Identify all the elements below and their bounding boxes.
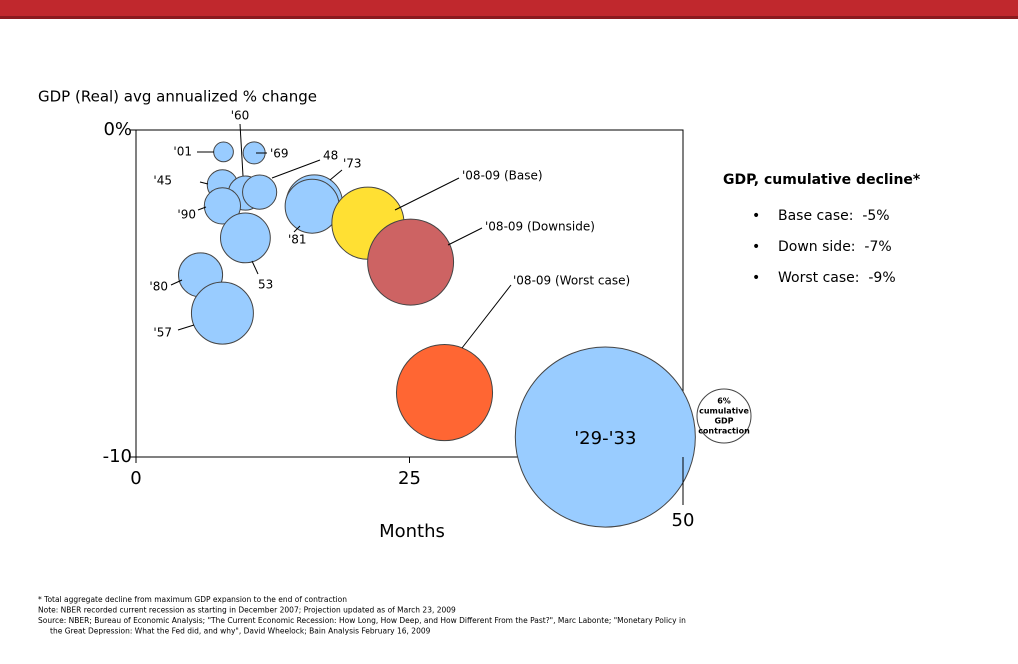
note: Note: NBER recorded current recession as…: [38, 606, 456, 615]
x-tick-label: 25: [398, 468, 421, 489]
bubble-label: '81: [288, 233, 307, 247]
header-line: [0, 16, 1018, 19]
leader-line: [461, 284, 512, 349]
x-axis-label: Months: [379, 521, 445, 542]
leader-line: [447, 227, 483, 246]
bubble-label: '29-'33: [574, 428, 636, 449]
leader-line: [197, 206, 207, 211]
bubble-label: '69: [270, 147, 289, 161]
header-bar: [0, 0, 1018, 16]
size-legend-text: 6%: [717, 397, 731, 406]
bubble-label: '08-09 (Downside): [485, 220, 595, 234]
leader-line: [293, 225, 301, 233]
bubble-label: '01: [173, 145, 192, 159]
bubble-label: '45: [153, 174, 172, 188]
bubble-label: 48: [323, 149, 338, 163]
size-legend-circle: [696, 388, 752, 444]
bubble: [213, 141, 234, 163]
leader-line: [177, 324, 195, 331]
notes: * Total aggregate decline from maximum G…: [38, 595, 686, 636]
bubble-label: '90: [177, 208, 196, 222]
y-tick-label: -10: [103, 446, 132, 467]
note: Source: NBER; Bureau of Economic Analysi…: [38, 616, 686, 625]
leader-line: [394, 177, 460, 211]
leader-line: [251, 260, 259, 275]
leader-line: [271, 159, 321, 179]
bubble-label: '57: [153, 326, 172, 340]
bubble: [284, 178, 340, 234]
bubble: [203, 187, 242, 225]
bullet: •: [752, 208, 760, 224]
bubble-label: '08-09 (Worst case): [513, 274, 630, 288]
panel-item: Worst case: -9%: [778, 270, 896, 286]
y-tick-label: 0%: [103, 119, 132, 140]
panel-item: Down side: -7%: [778, 239, 892, 255]
panel-item: Base case: -5%: [778, 208, 890, 224]
leader-line: [239, 123, 244, 177]
leader-line: [170, 279, 183, 286]
bubble: [514, 346, 696, 528]
leader-line: [199, 181, 209, 185]
bubble-label: '60: [231, 109, 250, 123]
bubble-label: '80: [149, 280, 168, 294]
bubble: [190, 281, 254, 345]
bullet: •: [752, 239, 760, 255]
x-tick-label: 50: [672, 510, 695, 531]
bubble: [367, 218, 455, 306]
bubble-label: 53: [258, 278, 273, 292]
size-legend-text: cumulative: [699, 407, 749, 416]
leader-line: [329, 169, 343, 181]
y-axis-label: GDP (Real) avg annualized % change: [38, 88, 317, 106]
x-tick-label: 0: [130, 468, 141, 489]
panel-title: GDP, cumulative decline*: [723, 172, 921, 188]
size-legend-text: contraction: [698, 427, 750, 436]
bubble: [242, 174, 278, 210]
bubble-label: '73: [343, 157, 362, 171]
note: * Total aggregate decline from maximum G…: [38, 595, 347, 604]
note: the Great Depression: What the Fed did, …: [50, 627, 431, 636]
bubble: [395, 344, 494, 442]
bubble: [220, 212, 271, 264]
bubble-label: '08-09 (Base): [462, 169, 543, 183]
size-legend-text: GDP: [714, 417, 733, 426]
bullet: •: [752, 270, 760, 286]
